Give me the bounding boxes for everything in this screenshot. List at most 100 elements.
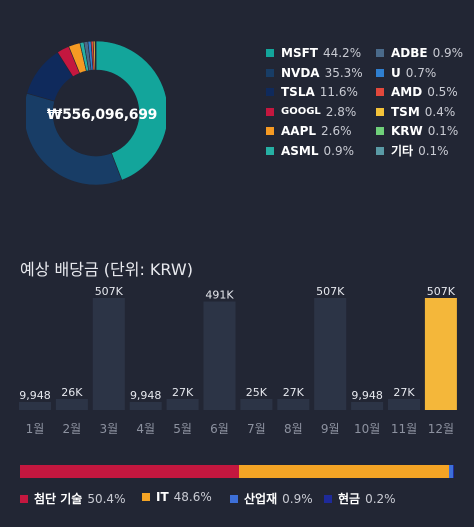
monthly-dividend-bar-chart: 9,948 1월 26K 2월 507K 3월 9,948 4월 27K 5월 491K 6월 25K 7… <box>19 285 457 436</box>
legend-name: AAPL <box>281 124 317 138</box>
legend-percent: 0.9% <box>432 46 464 60</box>
legend-name: NVDA <box>281 65 320 80</box>
legend-percent: 2.8% <box>325 104 357 119</box>
legend-swatch <box>376 68 384 77</box>
dividend-bar[interactable] <box>129 402 162 410</box>
holdings-donut-chart <box>26 40 166 186</box>
dividend-bar[interactable] <box>277 399 310 410</box>
legend-name: AMD <box>391 85 423 99</box>
legend-percent: 0.9% <box>323 143 355 158</box>
month-label: 6월 <box>210 422 229 436</box>
legend-name: ASML <box>281 143 319 158</box>
legend-item: NVDA 35.3% <box>266 64 363 82</box>
allocation-name: IT <box>156 490 169 504</box>
legend-swatch <box>266 107 274 116</box>
allocation-swatch <box>142 493 150 501</box>
dividend-value-label: 25K <box>246 386 268 399</box>
portfolio-total-amount: ₩556,096,699 <box>46 107 158 123</box>
allocation-segment <box>238 465 450 478</box>
month-label: 11월 <box>391 422 417 436</box>
dividend-bar[interactable] <box>92 298 125 410</box>
allocation-legend-item: 현금 0.2% <box>324 490 396 507</box>
legend-name: KRW <box>391 124 423 138</box>
legend-item: 기타 0.1% <box>376 142 449 160</box>
allocation-swatch <box>20 494 28 503</box>
month-label: 10월 <box>354 422 380 436</box>
dividend-value-label: 27K <box>172 386 194 399</box>
legend-swatch <box>376 127 384 135</box>
legend-swatch <box>266 88 274 96</box>
legend-percent: 2.6% <box>321 124 352 138</box>
donut-slice-0[interactable] <box>95 40 166 181</box>
legend-item: TSM 0.4% <box>376 103 455 121</box>
dividend-bar[interactable] <box>424 298 457 410</box>
legend-percent: 0.7% <box>405 65 437 80</box>
allocation-name: 현금 <box>338 492 361 506</box>
dividend-value-label: 27K <box>283 386 305 399</box>
legend-name: TSLA <box>281 85 315 99</box>
legend-name: 기타 <box>391 144 414 158</box>
legend-percent: 0.1% <box>427 124 459 138</box>
legend-percent: 11.6% <box>319 85 358 99</box>
sector-allocation-bar <box>20 465 454 478</box>
dividend-section-title: 예상 배당금 (단위: KRW) <box>20 260 193 279</box>
month-label: 12월 <box>428 422 454 436</box>
legend-name: TSM <box>391 104 420 119</box>
allocation-segment <box>20 465 239 478</box>
allocation-percent: 0.2% <box>365 491 396 506</box>
legend-name: U <box>391 65 401 80</box>
legend-name: ADBE <box>391 46 428 60</box>
dividend-value-label: 9,948 <box>130 389 162 402</box>
month-label: 4월 <box>136 422 155 436</box>
allocation-swatch <box>324 494 332 503</box>
sector-allocation-legend: 첨단 기술 50.4% IT 48.6% 산업재 0.9% 현금 0.2% <box>20 490 460 508</box>
dividend-bar[interactable] <box>388 399 420 410</box>
legend-swatch <box>376 146 384 155</box>
month-label: 9월 <box>321 422 340 436</box>
month-label: 1월 <box>26 422 45 436</box>
allocation-swatch <box>230 494 238 503</box>
dividend-bar[interactable] <box>203 301 236 410</box>
legend-swatch <box>266 146 274 155</box>
month-label: 5월 <box>173 422 192 436</box>
legend-swatch <box>266 68 274 77</box>
dividend-bar[interactable] <box>351 402 384 410</box>
legend-swatch <box>266 127 274 135</box>
dividend-value-label: 507K <box>427 285 456 298</box>
month-label: 7월 <box>247 422 266 436</box>
legend-name: MSFT <box>281 46 318 60</box>
donut-slice-1[interactable] <box>26 92 123 186</box>
legend-percent: 0.1% <box>418 143 449 158</box>
allocation-legend-item: IT 48.6% <box>142 490 212 504</box>
legend-item: ASML 0.9% <box>266 142 354 160</box>
legend-item: MSFT 44.2% <box>266 44 361 62</box>
dividend-bar[interactable] <box>55 399 88 410</box>
dividend-value-label: 27K <box>393 386 415 399</box>
legend-item: U 0.7% <box>376 64 436 82</box>
legend-item: GOOGL 2.8% <box>266 103 356 121</box>
dividend-bar[interactable] <box>166 399 199 410</box>
legend-item: ADBE 0.9% <box>376 44 463 62</box>
dividend-bar[interactable] <box>240 399 273 410</box>
legend-swatch <box>376 49 384 57</box>
dividend-value-label: 507K <box>316 285 345 298</box>
allocation-segment <box>449 465 454 478</box>
dividend-value-label: 507K <box>95 285 124 298</box>
month-label: 8월 <box>284 422 303 436</box>
allocation-name: 산업재 <box>244 492 278 506</box>
dividend-value-label: 9,948 <box>351 389 383 402</box>
dividend-bar[interactable] <box>314 298 347 410</box>
legend-item: TSLA 11.6% <box>266 83 358 101</box>
legend-item: KRW 0.1% <box>376 122 458 140</box>
allocation-name: 첨단 기술 <box>34 492 83 506</box>
allocation-percent: 50.4% <box>87 491 126 506</box>
legend-percent: 35.3% <box>324 65 363 80</box>
allocation-percent: 0.9% <box>282 491 313 506</box>
month-label: 2월 <box>63 422 82 436</box>
dividend-value-label: 9,948 <box>19 389 51 402</box>
dividend-value-label: 491K <box>205 289 234 302</box>
dividend-value-label: 26K <box>61 386 83 399</box>
legend-percent: 0.4% <box>424 104 456 119</box>
legend-swatch <box>266 49 274 57</box>
dividend-bar[interactable] <box>19 402 51 410</box>
